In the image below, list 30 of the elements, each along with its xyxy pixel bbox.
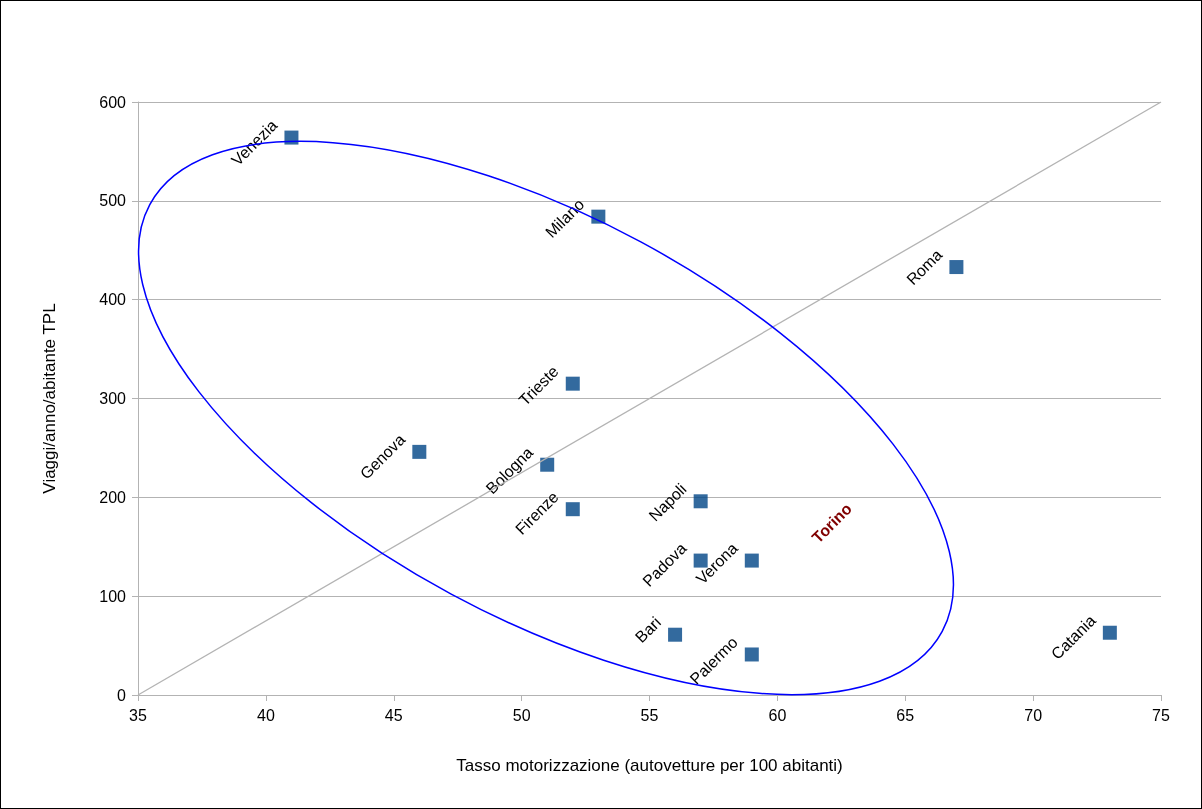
- y-axis-title: Viaggi/anno/abitante TPL: [40, 303, 59, 494]
- y-tick-label: 200: [99, 488, 127, 506]
- point: [744, 553, 759, 568]
- annotation: Bari: [631, 613, 665, 646]
- point: [284, 130, 299, 145]
- y-tick-label: 100: [99, 587, 127, 605]
- point: [949, 260, 964, 275]
- point: [668, 627, 683, 642]
- point: [565, 376, 580, 391]
- x-tick-label: 50: [512, 706, 531, 724]
- x-tick-label: 75: [1152, 706, 1170, 724]
- point: [540, 457, 555, 472]
- x-tick-label: 40: [256, 706, 275, 724]
- point: [565, 502, 580, 517]
- x-tick-label: 60: [768, 706, 787, 724]
- x-axis-title: Tasso motorizzazione (autovetture per 100 abitanti): [456, 756, 843, 775]
- point: [693, 494, 708, 509]
- x-tick-label: 35: [129, 706, 147, 724]
- point: [1102, 625, 1117, 640]
- point: [412, 444, 427, 459]
- y-tick-label: 600: [99, 93, 127, 111]
- x-tick-label: 45: [384, 706, 403, 724]
- y-tick-label: 500: [99, 192, 127, 210]
- y-tick-label: 0: [117, 686, 127, 704]
- x-tick-label: 65: [896, 706, 915, 724]
- x-tick-label: 70: [1024, 706, 1043, 724]
- y-tick-label: 300: [99, 390, 127, 407]
- y-tick-label: 400: [99, 291, 127, 309]
- point: [744, 647, 759, 662]
- x-tick-label: 55: [640, 706, 659, 724]
